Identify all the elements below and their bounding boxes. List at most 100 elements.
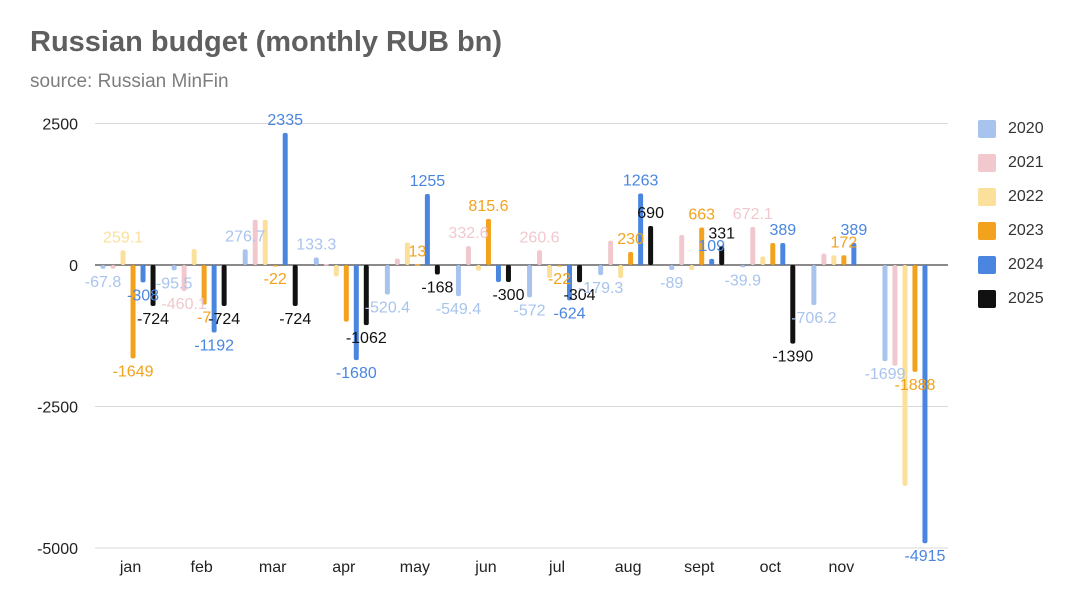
bar-2023-dec [912, 265, 918, 372]
data-label: 276.7 [225, 228, 265, 245]
x-tick-label: feb [191, 559, 213, 576]
x-tick-label: nov [828, 559, 854, 576]
data-label: 1255 [410, 173, 446, 190]
bar-2023-mar [272, 265, 278, 267]
legend-item-2023: 2023 [978, 214, 1044, 248]
bar-2023-feb [201, 265, 207, 305]
data-label: 2335 [267, 112, 303, 129]
y-tick-label: 0 [69, 258, 78, 275]
bar-2024-sept [709, 258, 715, 265]
bar-2024-apr [353, 265, 359, 361]
data-label: -624 [554, 305, 586, 322]
bar-2025-feb [221, 265, 227, 306]
legend-swatch [978, 154, 996, 172]
x-tick-label: apr [332, 559, 356, 576]
data-label: 663 [688, 206, 715, 223]
legend-item-2025: 2025 [978, 282, 1044, 316]
bar-2020-mar [242, 249, 248, 265]
bar-2020-jun [455, 265, 461, 297]
data-label: -89 [660, 275, 683, 292]
bar-2020-jan [100, 265, 106, 269]
bar-2024-mar [282, 132, 288, 265]
data-label: -1062 [346, 330, 387, 347]
data-label: -1888 [894, 377, 935, 394]
data-label: 230 [617, 231, 644, 248]
data-label: -1649 [113, 363, 154, 380]
bar-2024-aug [638, 193, 644, 265]
legend-item-2020: 2020 [978, 112, 1044, 146]
legend-swatch [978, 120, 996, 138]
y-tick-label: 2500 [42, 117, 78, 134]
x-tick-label: may [400, 559, 430, 576]
legend-label: 2020 [1008, 120, 1044, 137]
bar-2021-jul [537, 250, 543, 265]
data-label: -7 [197, 310, 211, 327]
bar-2024-oct [780, 242, 786, 265]
bar-2025-jan [150, 265, 156, 306]
bar-2024-jun [495, 265, 501, 282]
bar-2022-mar [262, 219, 268, 265]
bar-2023-may [414, 264, 420, 266]
bar-2023-oct [770, 242, 776, 265]
data-label: -95.5 [156, 275, 193, 292]
bar-2021-may [394, 258, 400, 265]
data-label: 672.1 [733, 206, 773, 223]
bar-2023-aug [628, 251, 634, 265]
bar-2024-feb [211, 265, 217, 333]
bar-2020-aug [598, 265, 604, 276]
bar-2021-jun [465, 246, 471, 265]
bar-2023-sept [699, 227, 705, 265]
bar-2021-nov [821, 253, 827, 265]
bar-2025-jul [577, 265, 583, 283]
legend-item-2024: 2024 [978, 248, 1044, 282]
data-label: 259.1 [103, 229, 143, 246]
data-label: -179.3 [578, 280, 623, 297]
data-label: 331 [708, 225, 735, 242]
data-label: -460.1 [161, 296, 206, 313]
data-label: 109 [698, 238, 725, 255]
bar-2022-apr [333, 265, 339, 277]
bar-2022-oct [760, 256, 766, 265]
bar-2024-dec [922, 265, 928, 544]
data-label: 260.6 [520, 229, 560, 246]
legend-label: 2021 [1008, 154, 1044, 171]
bar-2024-jul [567, 265, 573, 301]
bar-2022-nov [831, 255, 837, 265]
data-label: -572 [514, 302, 546, 319]
legend-swatch [978, 290, 996, 308]
bar-2023-jul [557, 265, 563, 267]
legend-label: 2023 [1008, 222, 1044, 239]
y-tick-label: -5000 [37, 541, 78, 558]
bar-2025-jun [505, 265, 511, 282]
data-label: -168 [421, 280, 453, 297]
legend-swatch [978, 222, 996, 240]
bar-2021-feb [181, 265, 187, 292]
data-label: -22 [548, 271, 571, 288]
bar-2021-mar [252, 219, 258, 265]
data-label: -67.8 [85, 274, 122, 291]
x-tick-label: jun [474, 559, 496, 576]
chart-title: Russian budget (monthly RUB bn) [30, 26, 503, 58]
data-label: -4915 [904, 548, 945, 565]
bar-2020-jul [527, 265, 533, 298]
bar-2025-may [434, 265, 440, 275]
bar-2025-oct [790, 265, 796, 344]
data-label: 13 [408, 243, 426, 260]
data-label: -39.9 [725, 272, 762, 289]
bar-2021-apr [323, 263, 329, 266]
legend: 2020 2021 2022 2023 2024 2025 [978, 112, 1044, 316]
legend-item-2022: 2022 [978, 180, 1044, 214]
data-label: -308 [127, 287, 159, 304]
bar-2025-apr [363, 265, 369, 326]
data-label: -724 [137, 311, 169, 328]
data-label: 172 [831, 234, 858, 251]
bar-2024-jan [140, 265, 146, 283]
data-label: -724 [208, 311, 240, 328]
bar-2022-dec [902, 265, 908, 486]
data-label: -304 [564, 287, 596, 304]
data-label: 133.3 [296, 236, 336, 253]
data-label: -724 [279, 311, 311, 328]
x-tick-label: sept [684, 559, 715, 576]
data-label: 690 [637, 205, 664, 222]
